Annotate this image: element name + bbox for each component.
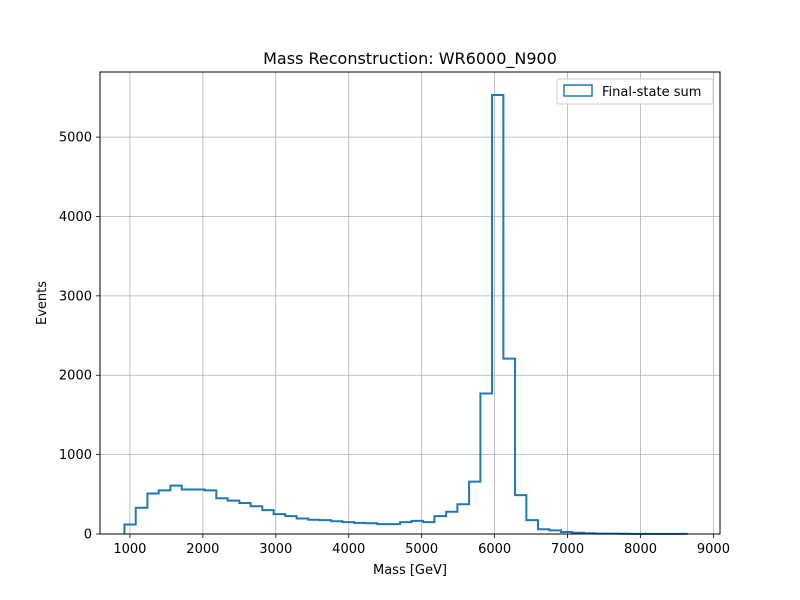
histogram-bin xyxy=(377,524,388,534)
histogram-bin xyxy=(182,490,194,534)
plot-frame xyxy=(99,71,721,535)
histogram-bin xyxy=(205,490,217,534)
histogram-bin xyxy=(354,523,365,534)
x-tick-label: 7000 xyxy=(551,542,584,557)
histogram-bin xyxy=(193,490,204,534)
x-tick-label: 4000 xyxy=(332,542,365,557)
histogram-bin xyxy=(526,520,538,534)
x-axis: 1000 2000 3000 4000 5000 6000 7000 8000 9000 xyxy=(113,534,730,557)
histogram-bin xyxy=(400,522,411,534)
histogram-bin xyxy=(549,530,561,534)
histogram-bin xyxy=(285,516,296,534)
histogram-bin xyxy=(343,522,355,534)
histogram-bin xyxy=(388,524,400,534)
x-axis-label: Mass [GeV] xyxy=(373,563,447,578)
histogram-bin xyxy=(228,501,240,534)
histogram-bin xyxy=(538,529,549,534)
histogram-bin xyxy=(503,359,515,534)
y-tick-label: 5000 xyxy=(59,131,92,146)
histogram-bin xyxy=(331,521,342,534)
histogram-bin xyxy=(446,512,457,534)
histogram-step-line xyxy=(123,94,689,535)
series-layer xyxy=(123,94,689,535)
x-tick-label: 9000 xyxy=(697,542,730,557)
histogram-bin xyxy=(216,498,227,534)
histogram-bin xyxy=(251,506,263,534)
legend: Final-state sum xyxy=(556,78,714,105)
histogram-bin xyxy=(366,523,378,534)
y-tick-label: 4000 xyxy=(59,210,92,225)
y-tick-label: 1000 xyxy=(59,448,92,463)
histogram-bin xyxy=(262,510,273,534)
histogram-bin xyxy=(492,95,503,534)
histogram-bin xyxy=(170,486,181,534)
legend-box xyxy=(556,78,714,105)
histogram-bin xyxy=(457,504,469,534)
x-tick-label: 8000 xyxy=(624,542,657,557)
x-tick-label: 5000 xyxy=(405,542,438,557)
y-axis-label: Events xyxy=(35,281,50,325)
y-tick-label: 3000 xyxy=(59,289,92,304)
histogram-bin xyxy=(308,520,319,534)
chart-title: Mass Reconstruction: WR6000_N900 xyxy=(263,49,557,69)
x-tick-label: 1000 xyxy=(113,542,146,557)
histogram-bin xyxy=(136,508,148,534)
histogram-bin xyxy=(515,495,526,534)
histogram-bin xyxy=(423,522,434,534)
histogram-bin xyxy=(469,482,480,534)
histogram-bin xyxy=(274,514,286,534)
histogram-bin xyxy=(411,521,423,534)
histogram-bin xyxy=(320,520,332,534)
y-tick-label: 2000 xyxy=(59,369,92,384)
legend-swatch xyxy=(563,84,593,97)
histogram-bin xyxy=(239,503,250,534)
legend-entry-final-state-sum: Final-state sum xyxy=(602,85,701,100)
y-axis: 0 1000 2000 3000 4000 5000 xyxy=(59,131,100,543)
histogram-bin xyxy=(159,490,171,534)
histogram-bin xyxy=(297,519,309,534)
y-tick-label: 0 xyxy=(84,528,92,543)
histogram-bin xyxy=(147,494,158,534)
x-tick-label: 3000 xyxy=(259,542,292,557)
x-tick-label: 6000 xyxy=(478,542,511,557)
histogram-bin xyxy=(480,393,492,534)
histogram-bin xyxy=(124,524,135,534)
histogram-bin xyxy=(434,516,446,534)
x-tick-label: 2000 xyxy=(186,542,219,557)
